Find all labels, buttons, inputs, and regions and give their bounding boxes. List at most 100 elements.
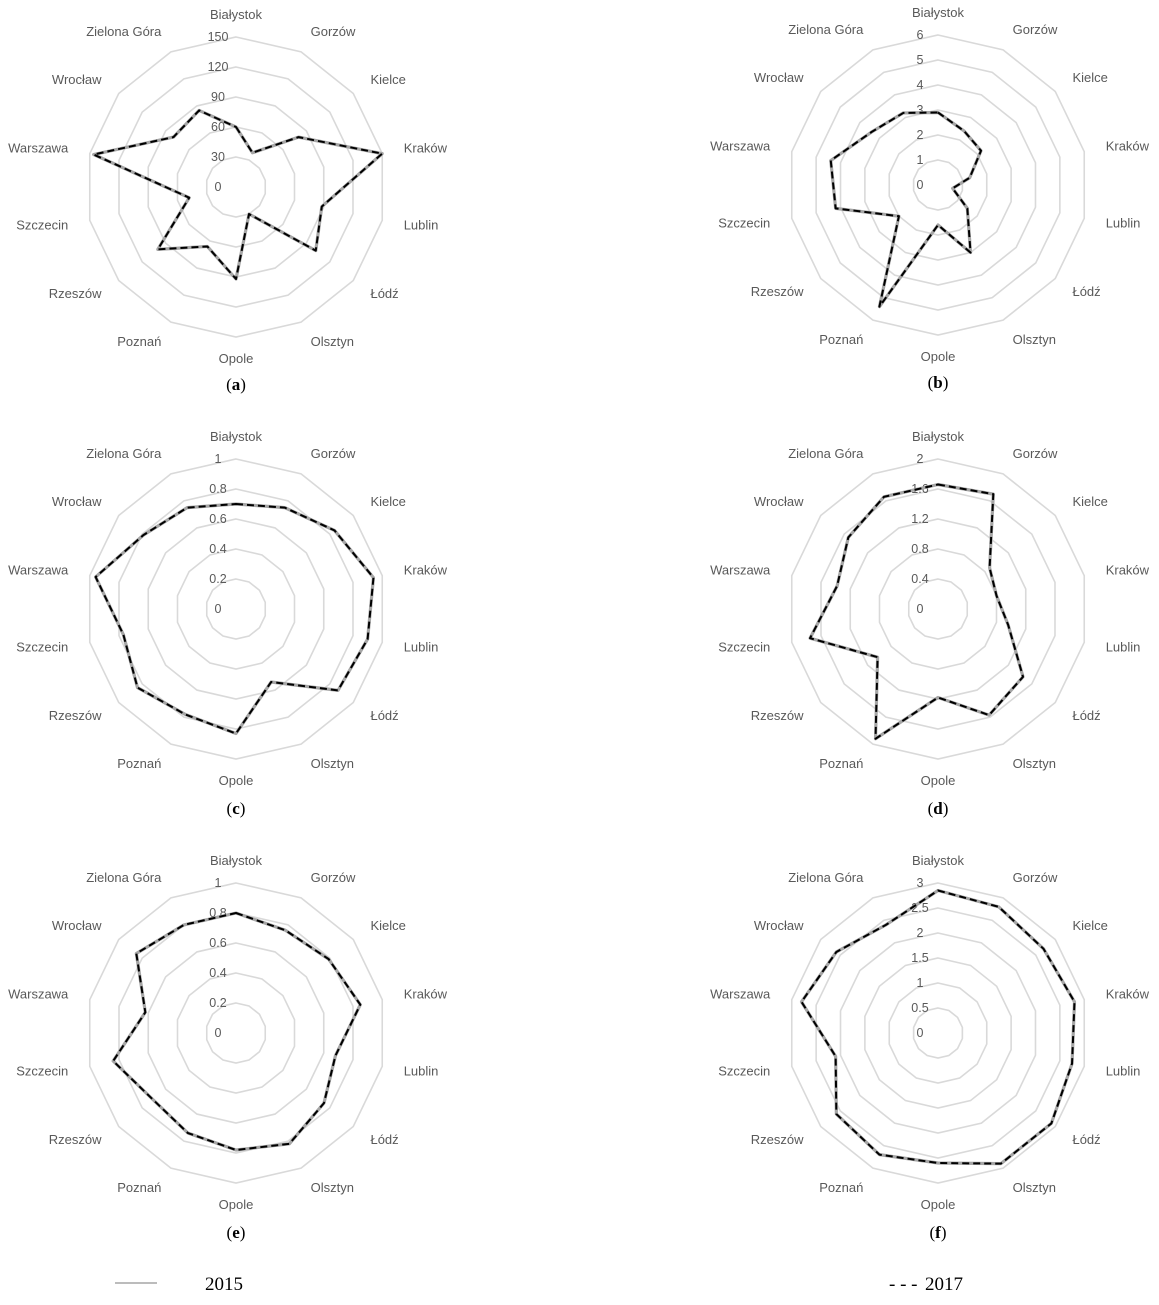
axis-label-olsztyn: Olsztyn — [1013, 1180, 1056, 1195]
panel-label-f: (f) — [929, 1223, 946, 1242]
tick-label: 2 — [917, 452, 924, 466]
tick-label: 0 — [917, 602, 924, 616]
axis-label-olsztyn: Olsztyn — [1013, 332, 1056, 347]
axis-label-łódź: Łódź — [1072, 284, 1100, 299]
grid-ring — [205, 1002, 267, 1064]
grid-ring — [839, 932, 1037, 1134]
axis-label-warszawa: Warszawa — [8, 141, 69, 156]
tick-label: 2 — [917, 926, 924, 940]
tick-label: 1.2 — [911, 512, 928, 526]
panel-label-b: (b) — [928, 373, 949, 392]
grid-ring — [176, 548, 296, 670]
grid-ring — [88, 458, 384, 760]
radar-panel-f: 00.511.522.53BiałystokGorzówKielceKraków… — [710, 853, 1150, 1242]
grid-ring — [118, 488, 354, 730]
tick-label: 0 — [215, 1026, 222, 1040]
series-2017 — [829, 111, 983, 308]
axis-label-olsztyn: Olsztyn — [311, 756, 354, 771]
radar-panel-a: 0 30 60 90 120 150 Białystok Gorzów Kielce Kraków… — [8, 7, 448, 394]
tick-label: 0.8 — [209, 482, 226, 496]
grid-ring — [912, 1007, 964, 1059]
grid-ring — [878, 548, 998, 670]
axis-label-opole: Opole — [921, 1197, 956, 1212]
tick-label: 0 — [917, 178, 924, 192]
axis-label-rzeszów: Rzeszów — [751, 284, 804, 299]
grid-ring — [88, 882, 384, 1184]
axis-label-gorzów: Gorzów — [311, 870, 356, 885]
axis-label-opole: Opole — [219, 351, 254, 366]
grid-ring — [118, 912, 354, 1154]
axis-label-kraków: Kraków — [404, 141, 448, 156]
grid-ring — [147, 942, 325, 1124]
axis-label-szczecin: Szczecin — [718, 215, 770, 230]
tick-label: 4 — [917, 78, 924, 92]
legend-label-2017: 2017 — [925, 1274, 963, 1295]
axis-label-opole: Opole — [219, 1197, 254, 1212]
axis-label-kraków: Kraków — [404, 563, 448, 578]
axis-label-szczecin: Szczecin — [16, 1063, 68, 1078]
tick-label: 150 — [208, 30, 229, 44]
axis-label-kielce: Kielce — [1072, 70, 1107, 85]
axis-label-zielona-góra: Zielona Góra — [86, 870, 162, 885]
axis-label-lublin: Lublin — [404, 1063, 439, 1078]
axis-label-opole: Opole — [921, 349, 956, 364]
tick-label: 0.4 — [911, 572, 928, 586]
tick-label: 0 — [917, 1026, 924, 1040]
axis-label-wrocław: Wrocław — [754, 70, 804, 85]
axis-label-gorzów: Gorzów — [1013, 22, 1058, 37]
series-2015 — [92, 108, 384, 281]
tick-label: 0.8 — [911, 542, 928, 556]
tick-label: 5 — [917, 53, 924, 67]
axis-label-zielona-góra: Zielona Góra — [86, 24, 162, 39]
grid-ring — [790, 882, 1086, 1184]
axis-label-wrocław: Wrocław — [52, 918, 102, 933]
axis-label-zielona-góra: Zielona Góra — [788, 870, 864, 885]
axis-label-rzeszów: Rzeszów — [49, 286, 102, 301]
axis-label-olsztyn: Olsztyn — [311, 334, 354, 349]
radar-panel-b: 0 1 2 3 4 5 6 Białystok Gorzów Kielce Kraków Lublin… — [710, 5, 1150, 392]
axis-label-wrocław: Wrocław — [52, 494, 102, 509]
axis-label-lublin: Lublin — [1106, 215, 1141, 230]
tick-label: 0 — [215, 602, 222, 616]
grid-ring — [815, 59, 1061, 311]
axis-label-łódź: Łódź — [1072, 1132, 1100, 1147]
tick-label: 30 — [211, 150, 225, 164]
grid-ring — [205, 156, 267, 218]
axis-label-poznań: Poznań — [819, 756, 863, 771]
series-2017 — [112, 912, 362, 1151]
axis-label-białystok: Białystok — [912, 429, 965, 444]
axis-label-kielce: Kielce — [370, 918, 405, 933]
axis-label-zielona-góra: Zielona Góra — [788, 446, 864, 461]
axis-label-warszawa: Warszawa — [8, 563, 69, 578]
series-2017 — [800, 889, 1076, 1165]
axis-label-łódź: Łódź — [370, 708, 398, 723]
grid-ring — [864, 109, 1012, 261]
axis-label-kraków: Kraków — [404, 987, 448, 1002]
series-2017 — [92, 109, 384, 280]
grid-ring — [912, 159, 964, 211]
grid-ring — [790, 458, 1086, 760]
axis-label-kielce: Kielce — [1072, 918, 1107, 933]
panel-label-e: (e) — [227, 1223, 246, 1242]
axis-label-rzeszów: Rzeszów — [751, 1132, 804, 1147]
axis-label-białystok: Białystok — [210, 7, 263, 22]
axis-label-kielce: Kielce — [370, 72, 405, 87]
tick-label: 1.5 — [911, 951, 928, 965]
axis-label-wrocław: Wrocław — [52, 72, 102, 87]
axis-label-szczecin: Szczecin — [16, 217, 68, 232]
tick-label: 3 — [917, 103, 924, 117]
grid-ring — [88, 36, 384, 338]
legend-symbol-2017: - - - — [889, 1274, 917, 1295]
grid-ring — [907, 578, 969, 640]
tick-label: 0.5 — [911, 1001, 928, 1015]
radar-panels: 0306090120150BiałystokGorzówKielceKraków… — [8, 5, 1150, 1242]
axis-label-gorzów: Gorzów — [1013, 870, 1058, 885]
legend: 2015 - - - 2017 — [115, 1274, 963, 1295]
axis-label-białystok: Białystok — [210, 853, 263, 868]
axis-label-olsztyn: Olsztyn — [311, 1180, 354, 1195]
axis-label-olsztyn: Olsztyn — [1013, 756, 1056, 771]
axis-label-warszawa: Warszawa — [710, 139, 771, 154]
tick-label: 6 — [917, 28, 924, 42]
tick-label: 1 — [917, 976, 924, 990]
